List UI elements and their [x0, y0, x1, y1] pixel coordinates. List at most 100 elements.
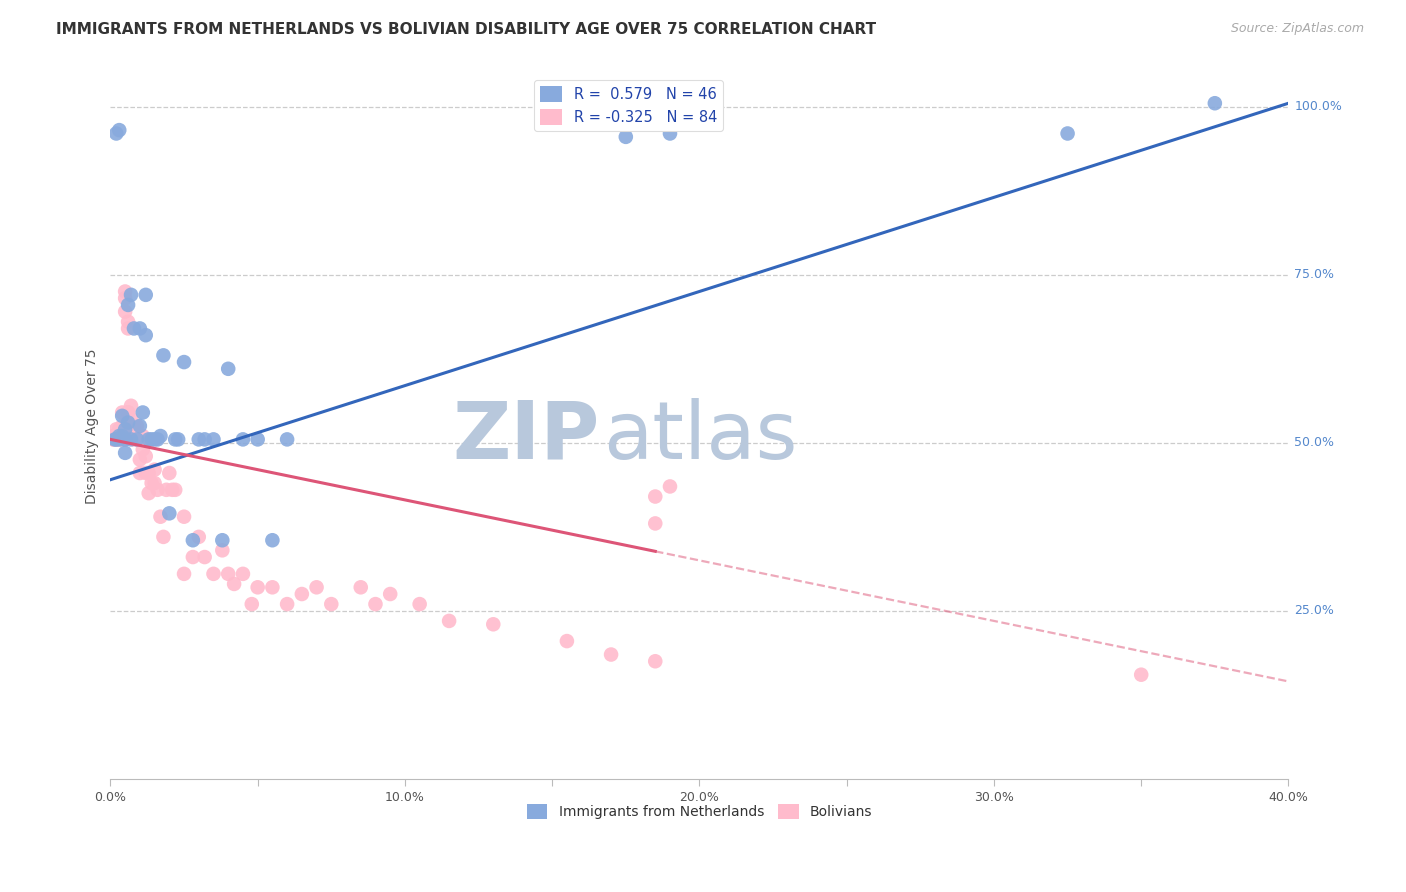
Point: [111, 405, 134, 419]
Point: [114, 446, 136, 460]
Point: [152, 348, 174, 362]
Point: [128, 419, 150, 434]
Text: 50.0%: 50.0%: [1295, 436, 1334, 450]
Point: [117, 315, 139, 329]
Point: [1056, 127, 1078, 141]
Point: [167, 433, 190, 447]
Point: [117, 405, 139, 419]
Point: [644, 490, 666, 504]
Point: [114, 433, 136, 447]
Point: [117, 405, 139, 419]
Point: [143, 476, 166, 491]
Point: [141, 476, 163, 491]
Text: ZIP: ZIP: [453, 398, 599, 475]
Point: [114, 433, 136, 447]
Point: [132, 405, 155, 419]
Point: [482, 617, 505, 632]
Point: [181, 533, 204, 548]
Point: [141, 433, 163, 447]
Point: [232, 566, 254, 581]
Point: [146, 483, 169, 497]
Point: [187, 433, 209, 447]
Point: [173, 355, 195, 369]
Point: [224, 577, 246, 591]
Point: [149, 429, 172, 443]
Point: [202, 566, 225, 581]
Point: [165, 483, 187, 497]
Point: [122, 429, 145, 443]
Point: [155, 483, 177, 497]
Point: [128, 321, 150, 335]
Point: [187, 530, 209, 544]
Point: [128, 433, 150, 447]
Point: [114, 304, 136, 318]
Legend: Immigrants from Netherlands, Bolivians: Immigrants from Netherlands, Bolivians: [522, 798, 877, 825]
Point: [240, 597, 263, 611]
Point: [108, 433, 131, 447]
Point: [194, 433, 217, 447]
Point: [246, 580, 269, 594]
Text: Source: ZipAtlas.com: Source: ZipAtlas.com: [1230, 22, 1364, 36]
Point: [380, 587, 402, 601]
Point: [173, 566, 195, 581]
Point: [108, 429, 131, 443]
Point: [122, 321, 145, 335]
Point: [157, 507, 180, 521]
Point: [181, 549, 204, 564]
Point: [135, 328, 157, 343]
Point: [111, 409, 134, 423]
Point: [120, 412, 142, 426]
Point: [120, 399, 142, 413]
Point: [105, 433, 128, 447]
Point: [246, 433, 269, 447]
Point: [614, 129, 637, 144]
Text: 25.0%: 25.0%: [1295, 605, 1334, 617]
Point: [143, 463, 166, 477]
Point: [111, 433, 134, 447]
Point: [122, 433, 145, 447]
Point: [165, 433, 187, 447]
Point: [321, 597, 343, 611]
Point: [162, 483, 184, 497]
Point: [305, 580, 328, 594]
Point: [120, 433, 142, 447]
Point: [128, 466, 150, 480]
Point: [132, 442, 155, 457]
Point: [146, 433, 169, 447]
Point: [117, 405, 139, 419]
Point: [135, 288, 157, 302]
Point: [408, 597, 430, 611]
Point: [232, 433, 254, 447]
Point: [117, 416, 139, 430]
Point: [1204, 96, 1226, 111]
Point: [217, 361, 239, 376]
Point: [108, 429, 131, 443]
Point: [114, 291, 136, 305]
Point: [211, 543, 233, 558]
Point: [262, 580, 284, 594]
Point: [152, 530, 174, 544]
Point: [125, 433, 148, 447]
Point: [364, 597, 387, 611]
Point: [644, 654, 666, 668]
Point: [600, 648, 623, 662]
Point: [157, 466, 180, 480]
Y-axis label: Disability Age Over 75: Disability Age Over 75: [86, 348, 100, 504]
Point: [120, 422, 142, 436]
Point: [108, 422, 131, 436]
Point: [135, 449, 157, 463]
Point: [217, 566, 239, 581]
Point: [138, 486, 160, 500]
Point: [103, 433, 125, 447]
Point: [114, 285, 136, 299]
Text: 75.0%: 75.0%: [1295, 268, 1334, 281]
Point: [111, 429, 134, 443]
Point: [149, 509, 172, 524]
Point: [659, 127, 682, 141]
Point: [114, 422, 136, 436]
Point: [138, 466, 160, 480]
Point: [350, 580, 373, 594]
Point: [555, 634, 578, 648]
Point: [276, 433, 298, 447]
Point: [108, 123, 131, 137]
